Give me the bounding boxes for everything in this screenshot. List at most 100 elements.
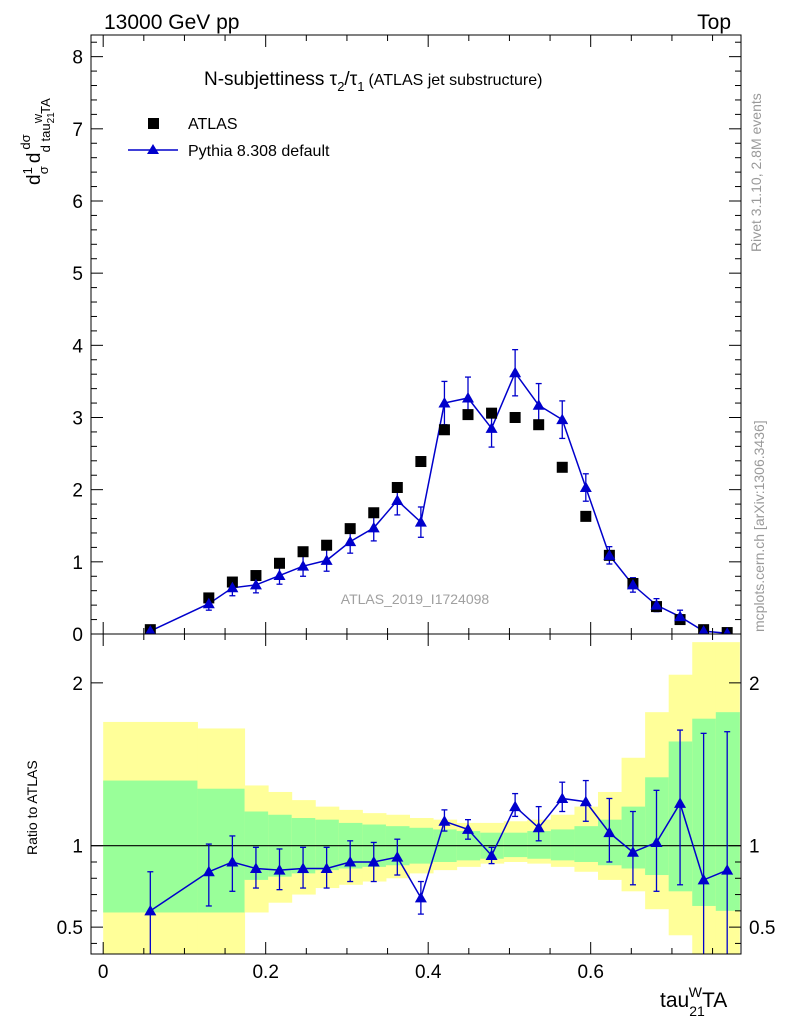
ratio-y-axis-label: Ratio to ATLAS bbox=[24, 760, 40, 855]
ratio-y-tick-label-right: 0.5 bbox=[749, 918, 775, 939]
main-y-tick-label: 7 bbox=[72, 120, 83, 141]
pythia-data-point bbox=[723, 627, 732, 634]
atlas-data-point bbox=[344, 523, 356, 535]
rivet-version-label: Rivet 3.1.10, 2.8M events bbox=[748, 93, 764, 252]
main-y-tick-label: 4 bbox=[72, 336, 83, 357]
ratio-data-point bbox=[697, 873, 710, 885]
pythia-data-point bbox=[414, 516, 427, 527]
uncertainty-band-inner bbox=[527, 831, 552, 859]
atlas-data-point bbox=[391, 481, 403, 493]
ratio-data-point bbox=[438, 815, 451, 826]
analysis-watermark: ATLAS_2019_I1724098 bbox=[341, 591, 490, 607]
main-y-axis: 0 1 2 3 4 5 6 7 8 bbox=[72, 41, 741, 646]
uncertainty-band-inner bbox=[550, 829, 575, 861]
ratio-y-axis: 0.5 0.5 1 1 2 2 bbox=[57, 674, 775, 944]
ratio-x-tick-label: 0.2 bbox=[252, 962, 278, 983]
atlas-data-point bbox=[321, 539, 333, 551]
atlas-data-point bbox=[556, 461, 568, 473]
legend-pythia-label: Pythia 8.308 default bbox=[188, 143, 330, 160]
uncertainty-band-inner bbox=[574, 826, 599, 862]
pythia-data-point bbox=[391, 494, 404, 505]
uncertainty-band-inner bbox=[598, 819, 623, 866]
main-y-tick-label: 6 bbox=[72, 192, 83, 213]
ratio-x-tick-label: 0.6 bbox=[577, 962, 603, 983]
pythia-data-point bbox=[297, 560, 310, 571]
ratio-data-point bbox=[556, 792, 569, 803]
atlas-data-point bbox=[250, 570, 262, 582]
ratio-data-point bbox=[273, 864, 286, 875]
pythia-data-point bbox=[509, 366, 522, 378]
atlas-data-point bbox=[368, 507, 380, 519]
ratio-data-point bbox=[320, 862, 333, 874]
ratio-data-layer bbox=[91, 642, 741, 954]
main-y-tick-label: 2 bbox=[72, 481, 83, 502]
ratio-data-point bbox=[414, 891, 427, 903]
pythia-data-point bbox=[579, 481, 592, 492]
pythia-data-point bbox=[249, 578, 262, 590]
ratio-data-point bbox=[202, 865, 215, 877]
uncertainty-band-inner bbox=[503, 832, 528, 858]
atlas-data-point bbox=[415, 456, 427, 468]
uncertainty-band-inner bbox=[645, 777, 670, 876]
legend-pythia-marker bbox=[147, 144, 159, 154]
ratio-data-point bbox=[462, 823, 474, 834]
pythia-data-point bbox=[556, 413, 569, 425]
legend-atlas-marker bbox=[148, 118, 159, 129]
process-label: Top bbox=[697, 11, 731, 34]
ratio-y-tick-label-right: 2 bbox=[749, 674, 760, 695]
ratio-data-point bbox=[367, 855, 380, 867]
pythia-data-point bbox=[650, 599, 663, 610]
pythia-data-point bbox=[626, 578, 639, 590]
ratio-y-tick-label-right: 1 bbox=[749, 837, 760, 858]
legend: ATLAS Pythia 8.308 default bbox=[128, 116, 330, 160]
pythia-data-point bbox=[674, 610, 687, 622]
uncertainty-band-inner bbox=[197, 788, 246, 913]
atlas-data-point bbox=[462, 409, 474, 421]
main-x-ticks bbox=[102, 35, 714, 634]
ratio-data-point bbox=[721, 864, 734, 875]
pythia-data-point bbox=[145, 625, 156, 634]
ratio-data-point bbox=[485, 849, 498, 860]
ratio-series-line bbox=[149, 797, 728, 912]
energy-label: 13000 GeV pp bbox=[104, 11, 239, 34]
pythia-data-point bbox=[603, 549, 616, 560]
main-y-tick-label: 1 bbox=[72, 553, 83, 574]
ratio-data-point bbox=[579, 795, 592, 807]
main-panel: 0 1 2 3 4 5 6 7 8 N-subjettiness τ2/τ1 (ATLAS jet… bbox=[18, 34, 742, 646]
pythia-data-point bbox=[202, 597, 215, 609]
ratio-y-tick-label: 2 bbox=[72, 674, 83, 695]
chart-title: N-subjettiness τ2/τ1 (ATLAS jet substruct… bbox=[204, 69, 542, 94]
main-y-axis-label: d1σddσ d tau21WTA bbox=[18, 98, 57, 185]
ratio-data-point bbox=[249, 862, 262, 874]
ratio-frame bbox=[90, 633, 742, 955]
main-y-tick-label: 5 bbox=[72, 264, 83, 285]
atlas-data-point bbox=[509, 411, 521, 423]
ratio-y-tick-label: 1 bbox=[72, 837, 83, 858]
ratio-data-point bbox=[509, 800, 522, 812]
ratio-x-axis: 0 0.2 0.4 0.6 bbox=[98, 634, 714, 983]
ratio-y-tick-label: 0.5 bbox=[57, 918, 83, 939]
pythia-data-point bbox=[532, 399, 545, 410]
atlas-data-point bbox=[486, 407, 498, 419]
pythia-data-point bbox=[485, 422, 498, 433]
pythia-data-point bbox=[273, 569, 286, 581]
main-y-tick-label: 0 bbox=[72, 625, 83, 646]
uncertainty-band-inner bbox=[692, 718, 717, 906]
legend-atlas-label: ATLAS bbox=[188, 116, 238, 133]
uncertainty-band-inner bbox=[715, 712, 740, 911]
ratio-data-point bbox=[603, 826, 616, 838]
pythia-data-point bbox=[438, 397, 451, 408]
x-axis-label: tau21WTA bbox=[660, 984, 727, 1019]
mcplots-label: mcplots.cern.ch [arXiv:1306.3436] bbox=[751, 420, 767, 632]
pythia-data-point bbox=[344, 535, 357, 547]
ratio-data-point bbox=[626, 846, 639, 857]
ratio-data-point bbox=[532, 821, 545, 833]
atlas-data-point bbox=[274, 557, 285, 569]
main-data-layer bbox=[144, 349, 733, 634]
ratio-data-point bbox=[391, 851, 404, 862]
pythia-data-point bbox=[320, 554, 333, 565]
atlas-data-point bbox=[533, 419, 545, 431]
pythia-data-point bbox=[367, 521, 380, 533]
